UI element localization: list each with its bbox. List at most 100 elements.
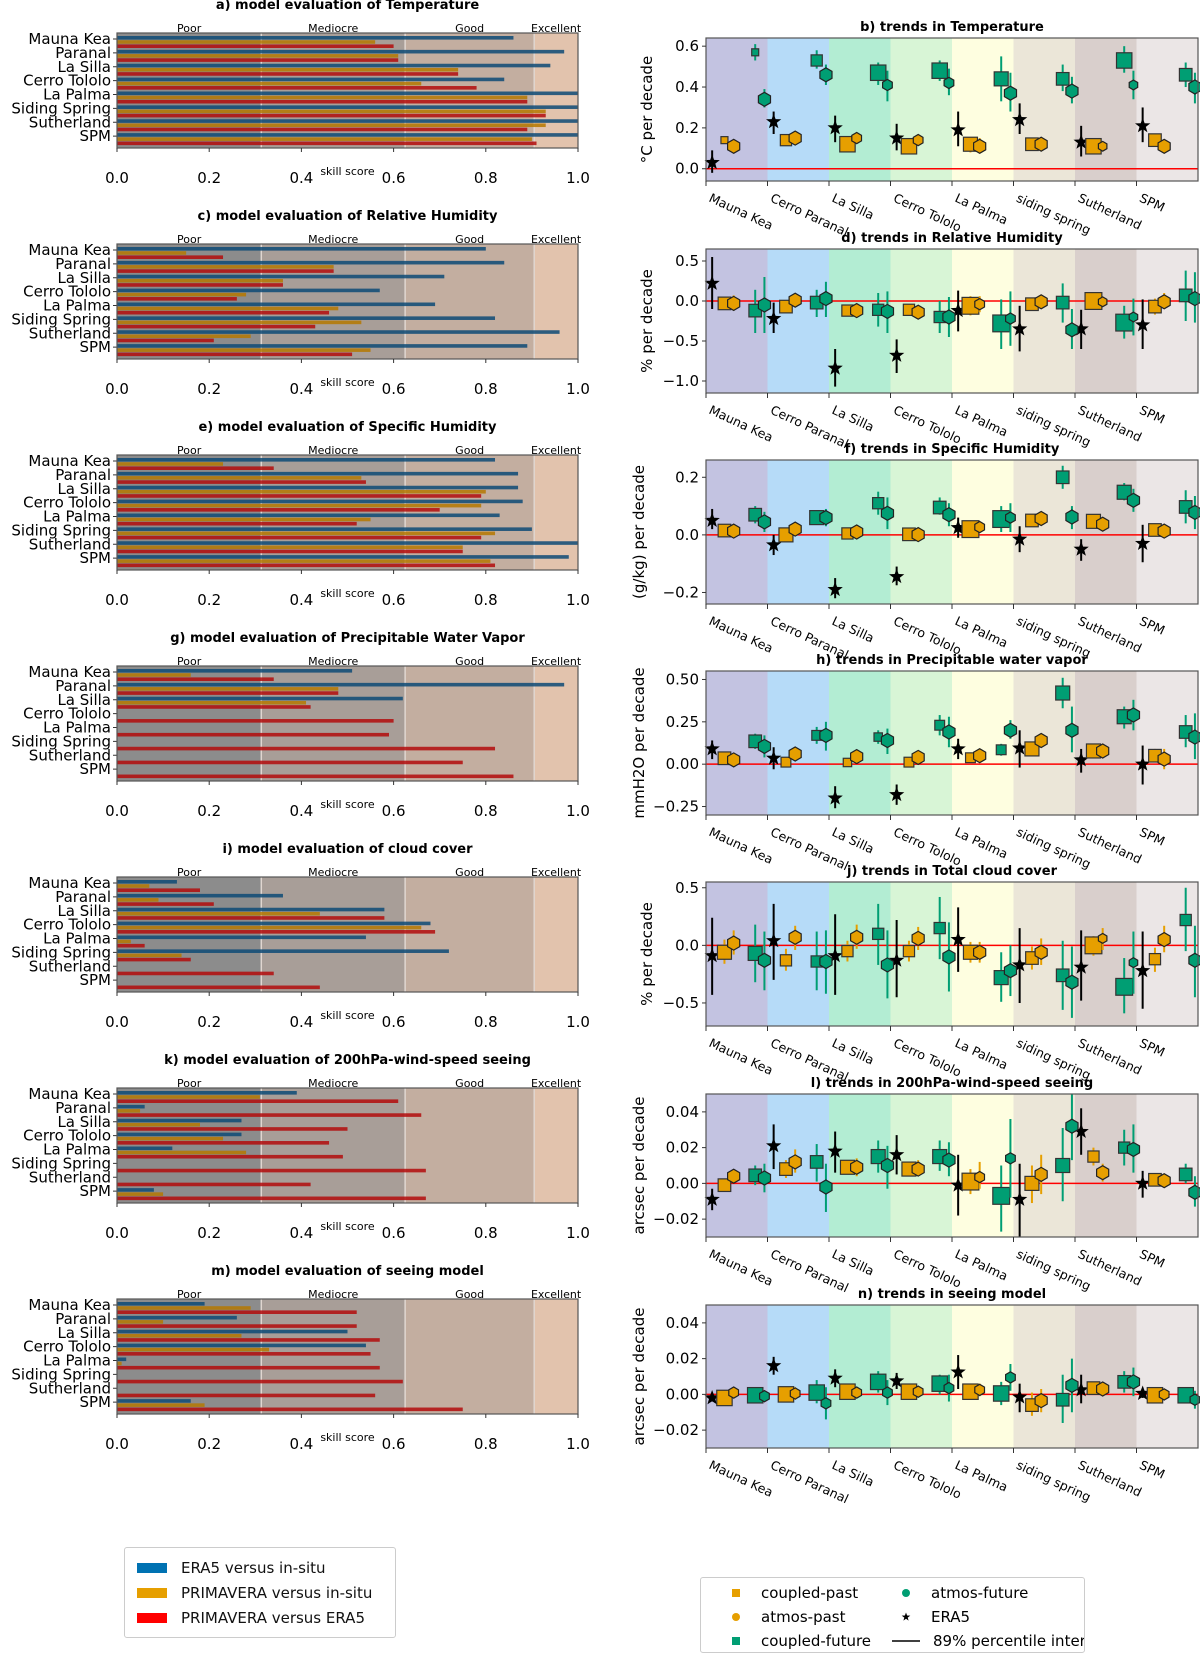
bar [117,306,339,311]
bar [117,503,482,508]
y-tick-label: 0.02 [666,1139,699,1157]
x-tick-label: 0.8 [474,1013,498,1031]
bar [117,1407,463,1412]
atmos-past-hexagon-marker [974,1170,986,1184]
x-tick-label: 0.6 [382,169,406,187]
bar [117,1393,376,1398]
era5-star-marker [889,786,905,802]
site-label: La Palma [43,930,111,948]
coupled-future-square-marker [870,1148,886,1165]
site-band [1013,1305,1075,1448]
site-label: Siding Spring [11,521,111,539]
legend-hexagon-marker [732,1613,740,1621]
y-tick-label: 0.5 [675,879,699,897]
skill-band-excellent [534,877,578,992]
atmos-past-hexagon-marker [727,295,741,312]
bar [117,316,496,320]
bar [117,911,320,916]
era5-star-marker [889,1146,905,1162]
site-band [1013,38,1075,181]
era5-star-marker [950,121,966,137]
site-label: La Silla [830,1246,877,1278]
atmos-future-hexagon-marker [1003,722,1018,738]
bar [117,939,131,944]
bar [117,1141,330,1145]
atmos-past-hexagon-marker [1034,944,1048,960]
x-tick-label: 0.6 [382,591,406,609]
site-band [706,1094,768,1237]
atmos-future-hexagon-marker [1065,974,1079,990]
axes-frame [116,243,579,360]
atmos-past-hexagon-marker [788,929,802,945]
era5-star-marker [1012,531,1028,546]
coupled-future-square-marker [1055,295,1070,310]
era5-star-marker [766,1357,782,1373]
atmos-past-hexagon-marker [911,749,925,766]
atmos-past-hexagon-marker [727,523,741,539]
site-label: Siding Spring [11,99,111,117]
bar [117,1399,191,1403]
legend-item: PRIMAVERA versus in-situ [125,1580,395,1605]
bar [117,302,436,307]
era5-star-marker [827,790,843,805]
panel-title: k) model evaluation of 200hPa-wind-speed… [164,1053,531,1068]
era5-star-marker [766,537,782,552]
x-tick-label: 0.0 [105,802,129,820]
bar [117,1338,380,1342]
bar [117,953,182,958]
atmos-past-hexagon-marker [727,935,741,951]
bar [117,521,357,526]
era5-star-marker [827,581,843,597]
site-label: La Silla [57,269,111,287]
atmos-future-hexagon-marker [1065,1118,1079,1134]
legend-trends: coupled-past atmos-future atmos-past ERA5 co… [700,1577,1085,1653]
atmos-future-hexagon-marker [1188,952,1200,968]
axes-frame [116,454,579,571]
coupled-past-square-marker [1024,1175,1040,1191]
site-label: La Palma [43,1141,111,1159]
site-band [829,38,891,181]
era5-star-marker [1135,1175,1151,1190]
bar [117,943,145,948]
skill-band-label: Good [455,1077,484,1090]
atmos-future-hexagon-marker [1005,511,1016,524]
atmos-future-hexagon-marker [942,309,956,325]
x-tick-label: 0.4 [289,1013,313,1031]
panel-title: i) model evaluation of cloud cover [222,842,473,857]
y-tick-label: 0.6 [675,37,699,55]
site-band [1136,38,1198,181]
era5-star-marker [704,512,720,527]
coupled-past-square-marker [1148,952,1162,966]
bar [117,545,463,550]
skill-band-excellent [534,455,578,570]
bar [117,1347,270,1352]
era5-star-marker [889,568,905,584]
site-band [767,882,829,1026]
bar [117,902,214,906]
site-band [1136,882,1198,1026]
site-label: Mauna Kea [28,241,111,259]
x-tick-label: 0.4 [289,591,313,609]
bar [117,77,505,82]
bar [117,127,528,132]
atmos-future-hexagon-marker [1003,963,1018,979]
skill-band-label: Good [455,22,484,35]
panel-title: a) model evaluation of Temperature [216,0,480,13]
site-label: Mauna Kea [28,1296,111,1314]
site-label: La Silla [57,691,111,709]
y-tick-label: −0.02 [653,1210,699,1228]
site-label: La Silla [830,402,877,434]
atmos-future-hexagon-marker [880,732,895,749]
legend-square-marker [732,1637,740,1645]
site-band [952,1094,1014,1237]
atmos-future-hexagon-marker [820,1397,832,1410]
atmos-future-hexagon-marker [819,67,833,83]
site-label: SPM [79,1182,111,1200]
atmos-past-hexagon-marker [1034,1392,1048,1409]
site-label: SPM [79,549,111,567]
x-axis-label: skill score [320,376,375,389]
skill-band-mediocre [261,877,406,992]
site-label: Sutherland [29,746,111,764]
site-band [829,249,891,393]
atmos-past-hexagon-marker [912,1385,924,1398]
